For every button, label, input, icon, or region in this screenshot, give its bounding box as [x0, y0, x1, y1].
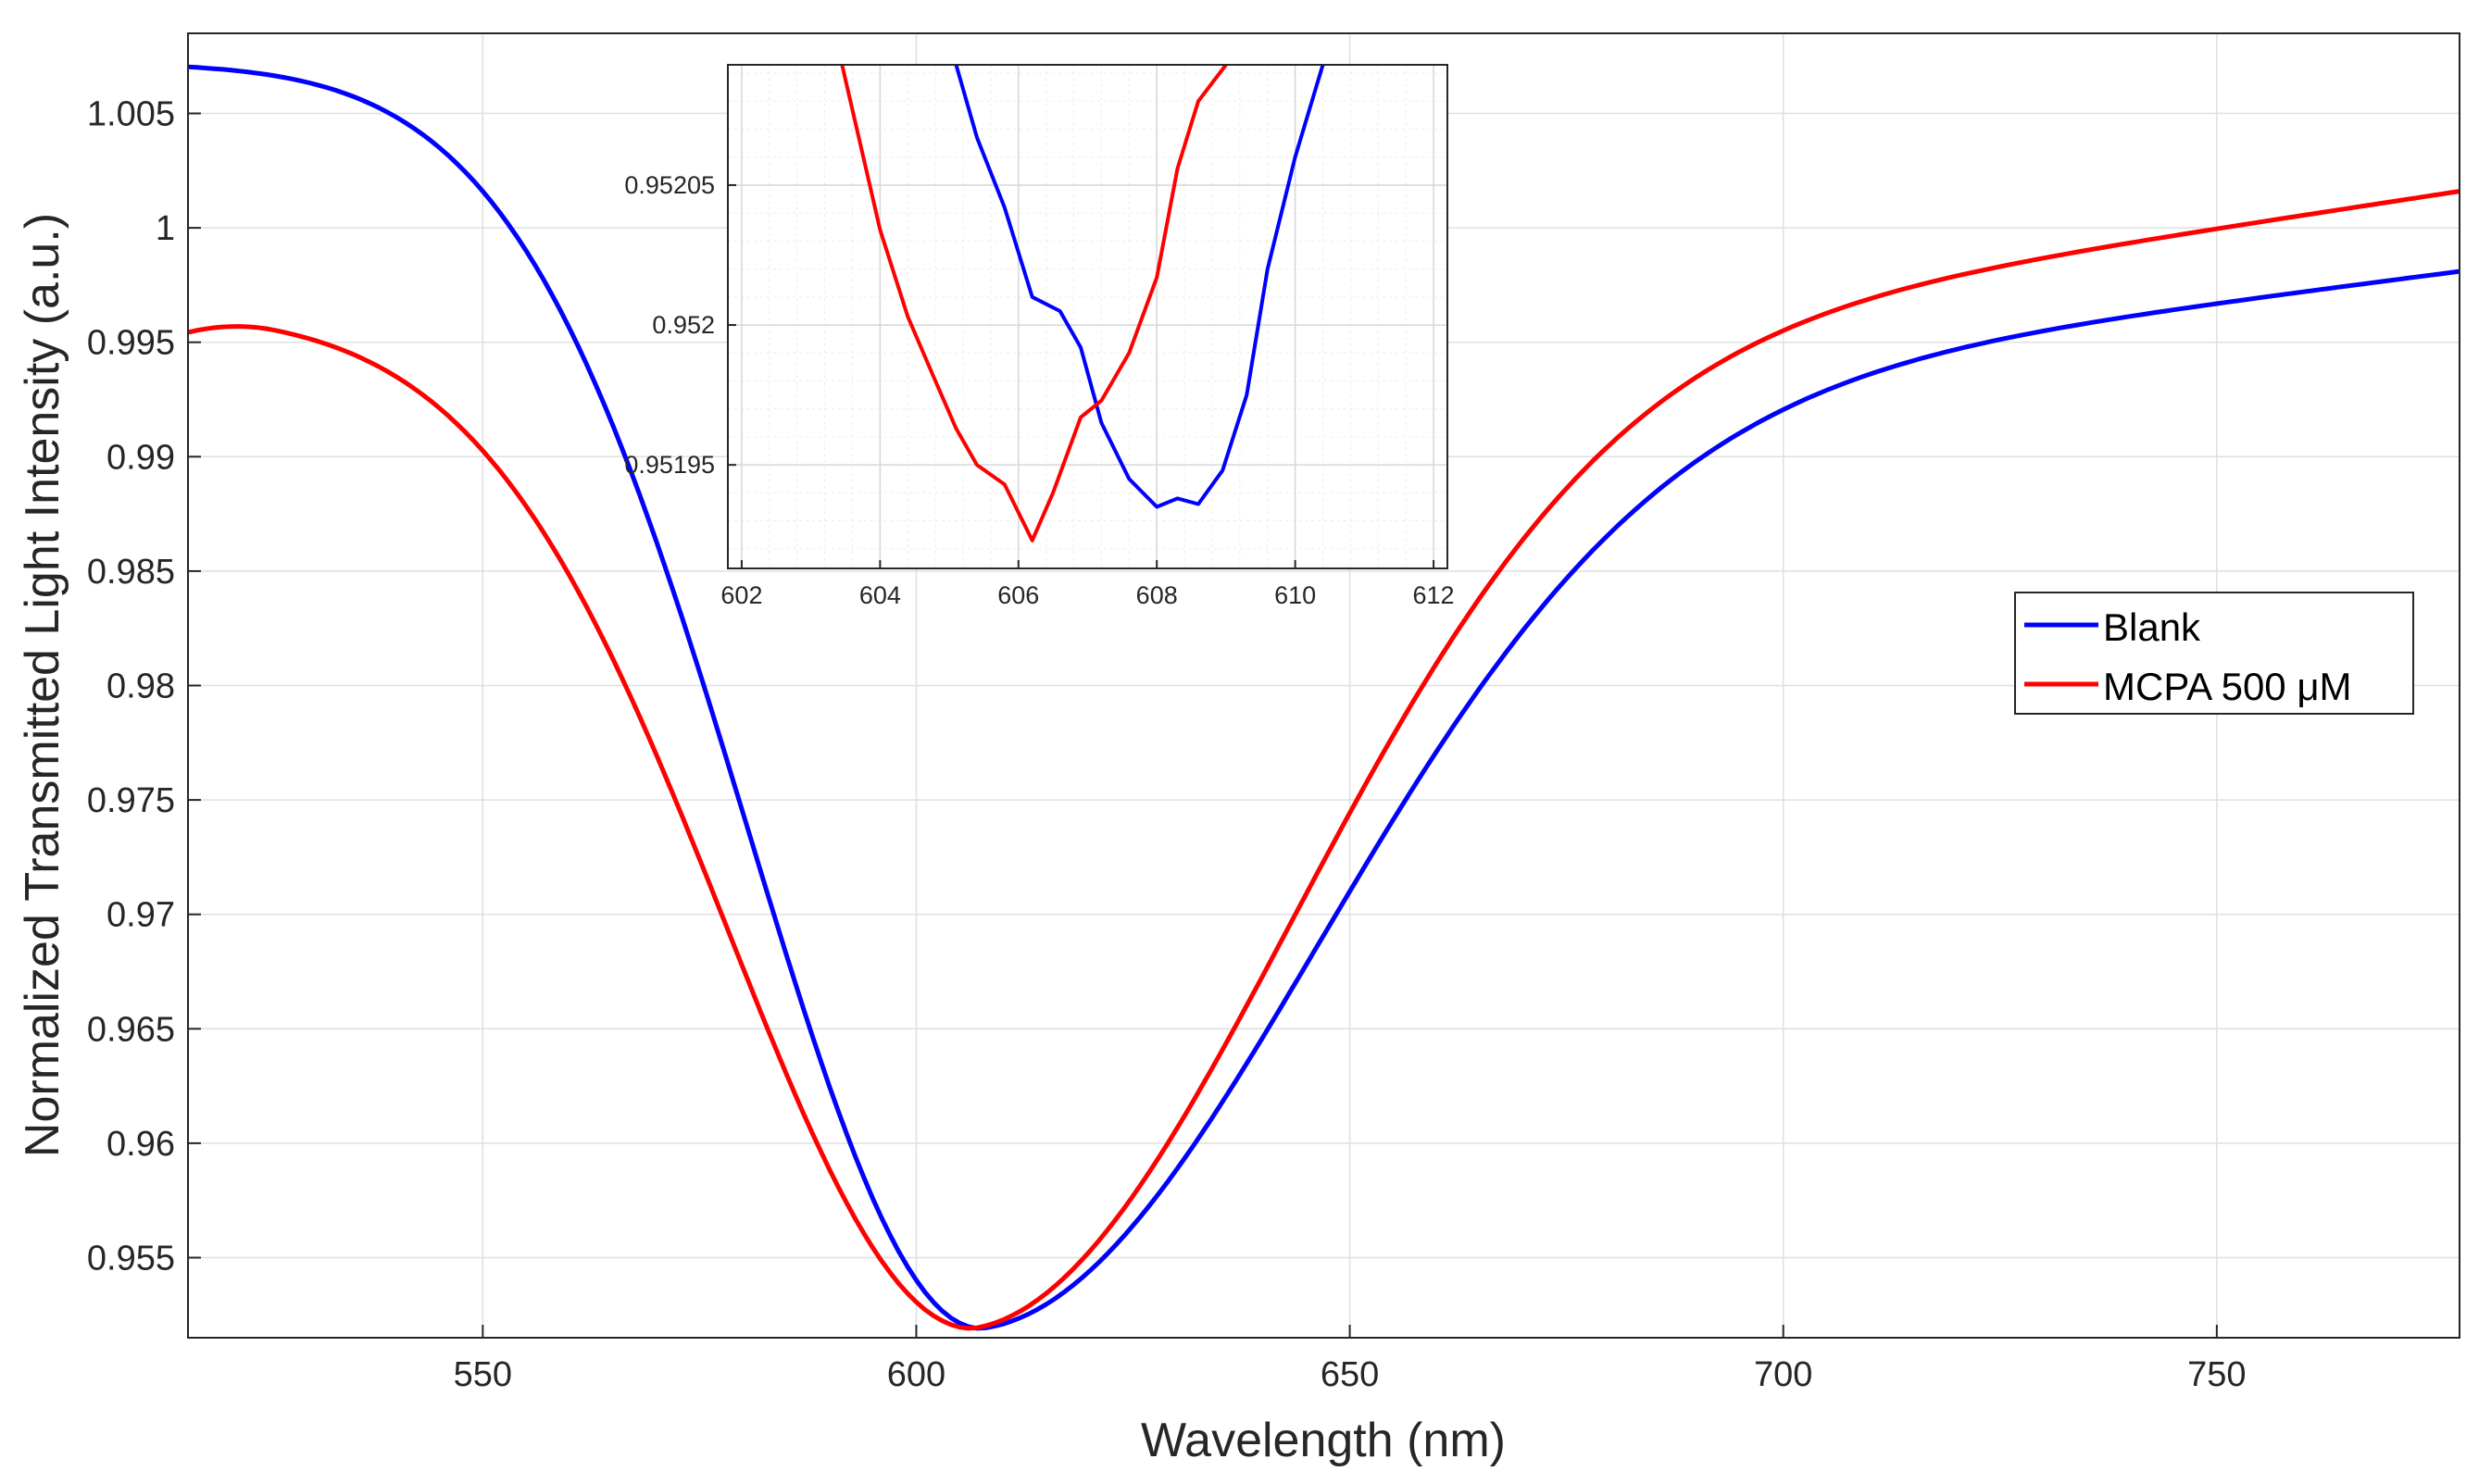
- main-x-tick-label: 650: [1321, 1355, 1379, 1394]
- legend-label-blank: Blank: [2103, 605, 2201, 649]
- main-series-line-mcpa: [187, 189, 2460, 1331]
- inset-y-axis: 0.95195 0.952 0.95205: [624, 171, 736, 479]
- inset-plot-area: [728, 65, 1447, 568]
- inset-x-tick-label: 606: [997, 581, 1039, 609]
- inset-grid: [728, 65, 1447, 568]
- main-x-tick-label: 600: [887, 1355, 945, 1394]
- main-y-tick-label: 0.965: [87, 1010, 175, 1049]
- inset-x-tick-label: 604: [859, 581, 901, 609]
- inset-x-axis: 602 604 606 608 610 612: [720, 560, 1455, 609]
- inset-series-line-mcpa: [840, 65, 1228, 542]
- main-grid: [188, 33, 2460, 1338]
- main-y-axis: 0.955 0.96 0.965 0.97 0.975 0.98 0.985 0.99 0.99…: [87, 95, 201, 1278]
- inset-series: [840, 65, 1325, 542]
- main-y-tick-label: 1: [156, 209, 175, 248]
- main-y-tick-label: 0.97: [106, 896, 175, 935]
- main-x-tick-label: 700: [1754, 1355, 1812, 1394]
- inset-x-tick-label: 602: [720, 581, 762, 609]
- inset-y-tick-label: 0.95195: [624, 451, 715, 479]
- main-plot-frame: [187, 32, 2460, 1339]
- inset-x-tick-label: 610: [1274, 581, 1316, 609]
- main-y-tick-label: 0.955: [87, 1239, 175, 1278]
- main-y-tick-label: 0.99: [106, 438, 175, 477]
- inset-y-tick-label: 0.95205: [624, 171, 715, 199]
- main-x-axis-label: Wavelength (nm): [1141, 1414, 1506, 1467]
- inset-plot-frame: [727, 64, 1448, 569]
- main-y-tick-label: 0.96: [106, 1125, 175, 1164]
- inset-plot: 602 604 606 608 610 612 0.95195 0.952 0.95205: [624, 64, 1455, 609]
- legend-label-mcpa: MCPA 500 μM: [2103, 665, 2352, 708]
- main-y-tick-label: 0.975: [87, 781, 175, 820]
- inset-x-tick-label: 608: [1136, 581, 1178, 609]
- main-series: [187, 64, 2460, 1331]
- legend-box: [2014, 592, 2414, 715]
- main-y-tick-label: 0.98: [106, 667, 175, 706]
- main-series-line-blank: [187, 64, 2460, 1331]
- inset-series-line-blank: [954, 65, 1325, 509]
- main-y-tick-label: 0.985: [87, 553, 175, 592]
- main-y-tick-label: 1.005: [87, 95, 175, 134]
- inset-x-tick-label: 612: [1413, 581, 1455, 609]
- legend: Blank MCPA 500 μM: [2014, 592, 2414, 715]
- main-y-tick-label: 0.995: [87, 324, 175, 363]
- inset-y-tick-label: 0.952: [652, 311, 715, 339]
- main-x-axis: 550 600 650 700 750: [454, 1325, 2247, 1394]
- main-x-tick-label: 750: [2187, 1355, 2246, 1394]
- main-y-axis-label: Normalized Transmitted Light Intensity (…: [16, 213, 69, 1157]
- main-x-tick-label: 550: [454, 1355, 512, 1394]
